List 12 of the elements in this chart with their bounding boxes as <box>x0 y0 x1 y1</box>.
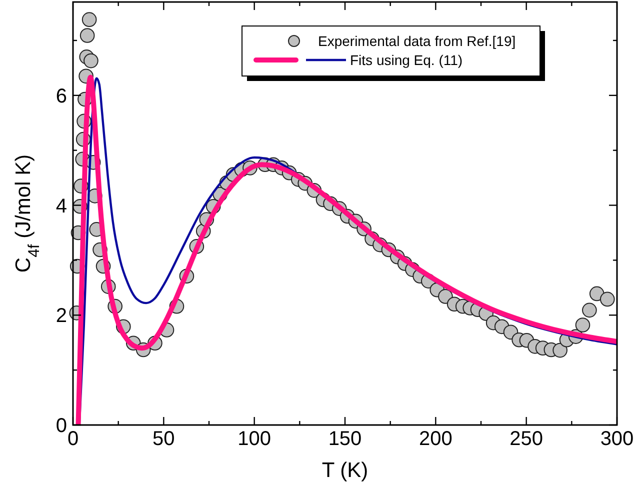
x-tick-label: 150 <box>328 428 362 450</box>
legend-label: Experimental data from Ref.[19] <box>318 32 516 49</box>
y-tick-label: 6 <box>56 85 67 108</box>
y-tick-label: 2 <box>56 305 67 328</box>
x-tick-label: 200 <box>418 428 452 450</box>
x-tick-label: 300 <box>600 428 634 450</box>
x-tick-label: 250 <box>510 428 544 450</box>
x-tick-label: 50 <box>152 428 175 450</box>
x-tick-label: 100 <box>238 428 272 450</box>
x-axis-title: T (K) <box>322 459 368 482</box>
y-tick-label: 4 <box>56 195 67 218</box>
legend-label: Fits using Eq. (11) <box>350 52 463 68</box>
